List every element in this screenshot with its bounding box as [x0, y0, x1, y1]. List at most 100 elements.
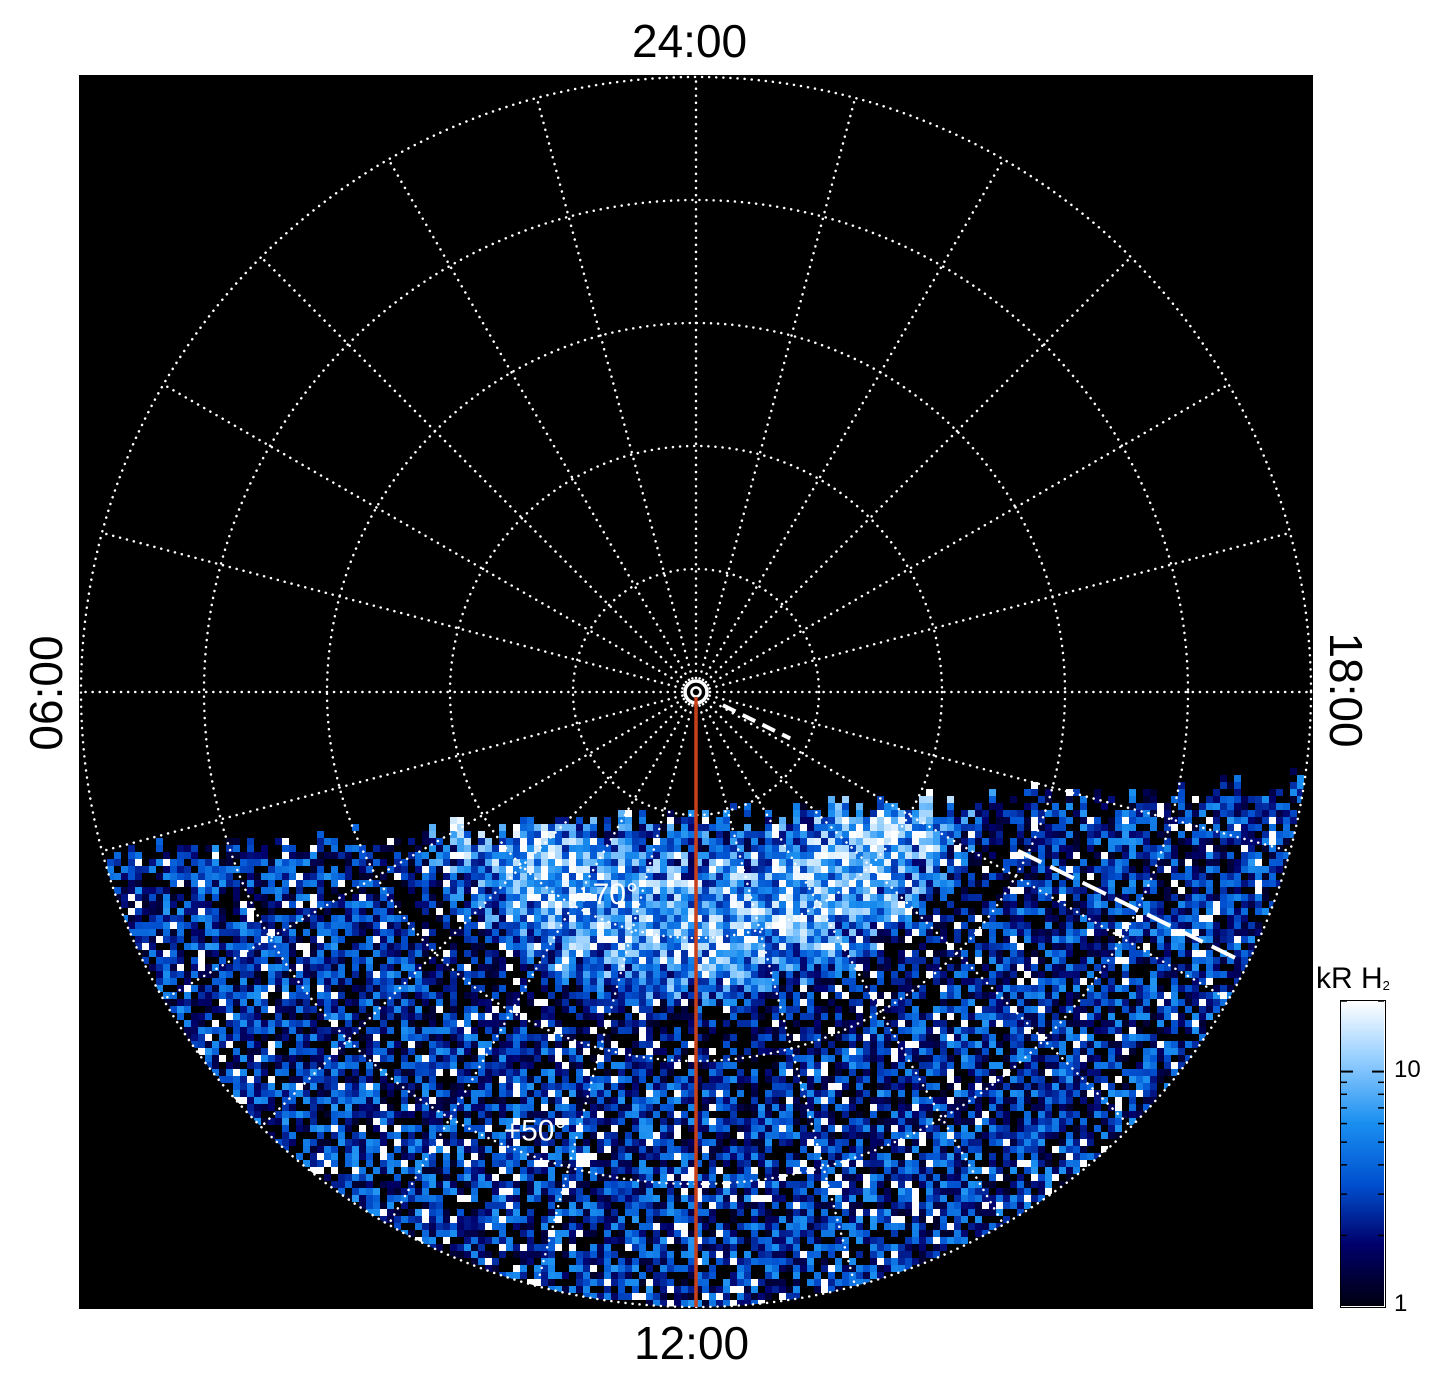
- heatmap-cell: [107, 859, 114, 866]
- heatmap-cell: [506, 1146, 513, 1153]
- heatmap-cell: [779, 1034, 786, 1041]
- heatmap-cell: [513, 1216, 520, 1223]
- heatmap-cell: [520, 936, 527, 943]
- heatmap-cell: [765, 852, 772, 859]
- heatmap-cell: [520, 922, 527, 929]
- heatmap-cell: [156, 978, 163, 985]
- heatmap-cell: [625, 824, 632, 831]
- heatmap-cell: [786, 950, 793, 957]
- heatmap-cell: [562, 908, 569, 915]
- heatmap-cell: [765, 873, 772, 880]
- heatmap-cell: [261, 1034, 268, 1041]
- heatmap-cell: [618, 873, 625, 880]
- heatmap-cell: [730, 1181, 737, 1188]
- heatmap-cell: [499, 1167, 506, 1174]
- heatmap-cell: [513, 1076, 520, 1083]
- heatmap-cell: [702, 1111, 709, 1118]
- heatmap-cell: [380, 1181, 387, 1188]
- heatmap-cell: [849, 957, 856, 964]
- heatmap-cell: [422, 1202, 429, 1209]
- heatmap-cell: [576, 824, 583, 831]
- heatmap-cell: [618, 1062, 625, 1069]
- heatmap-cell: [702, 978, 709, 985]
- heatmap-cell: [184, 1034, 191, 1041]
- heatmap-cell: [618, 1027, 625, 1034]
- heatmap-cell: [436, 1167, 443, 1174]
- heatmap-cell: [877, 1251, 884, 1258]
- heatmap-cell: [877, 915, 884, 922]
- heatmap-cell: [520, 866, 527, 873]
- heatmap-cell: [674, 859, 681, 866]
- heatmap-cell: [471, 1097, 478, 1104]
- heatmap-cell: [863, 894, 870, 901]
- heatmap-cell: [492, 1223, 499, 1230]
- heatmap-cell: [807, 950, 814, 957]
- heatmap-cell: [478, 1216, 485, 1223]
- heatmap-cell: [366, 936, 373, 943]
- heatmap-cell: [730, 1258, 737, 1265]
- heatmap-cell: [317, 845, 324, 852]
- heatmap-cell: [576, 950, 583, 957]
- heatmap-cell: [611, 1006, 618, 1013]
- heatmap-cell: [807, 1069, 814, 1076]
- heatmap-cell: [828, 887, 835, 894]
- heatmap-cell: [254, 1069, 261, 1076]
- heatmap-cell: [240, 1006, 247, 1013]
- heatmap-cell: [849, 1146, 856, 1153]
- heatmap-cell: [156, 971, 163, 978]
- heatmap-cell: [303, 999, 310, 1006]
- heatmap-cell: [555, 1146, 562, 1153]
- heatmap-cell: [268, 964, 275, 971]
- heatmap-cell: [520, 1251, 527, 1258]
- heatmap-cell: [254, 1055, 261, 1062]
- heatmap-cell: [303, 908, 310, 915]
- heatmap-cell: [730, 852, 737, 859]
- heatmap-cell: [856, 866, 863, 873]
- heatmap-cell: [877, 929, 884, 936]
- heatmap-cell: [492, 1069, 499, 1076]
- heatmap-cell: [296, 1090, 303, 1097]
- heatmap-cell: [884, 1258, 891, 1265]
- heatmap-cell: [562, 1048, 569, 1055]
- heatmap-cell: [632, 831, 639, 838]
- heatmap-cell: [450, 971, 457, 978]
- heatmap-cell: [205, 1034, 212, 1041]
- heatmap-cell: [611, 1146, 618, 1153]
- heatmap-cell: [254, 1083, 261, 1090]
- heatmap-cell: [408, 1034, 415, 1041]
- heatmap-cell: [471, 1251, 478, 1258]
- heatmap-cell: [828, 894, 835, 901]
- heatmap-cell: [135, 852, 142, 859]
- heatmap-cell: [569, 1181, 576, 1188]
- heatmap-cell: [394, 901, 401, 908]
- heatmap-cell: [618, 894, 625, 901]
- heatmap-cell: [653, 866, 660, 873]
- heatmap-cell: [835, 810, 842, 817]
- heatmap-cell: [737, 1272, 744, 1279]
- heatmap-cell: [163, 929, 170, 936]
- heatmap-cell: [695, 1202, 702, 1209]
- heatmap-cell: [765, 957, 772, 964]
- heatmap-cell: [492, 852, 499, 859]
- heatmap-cell: [772, 838, 779, 845]
- heatmap-cell: [667, 838, 674, 845]
- heatmap-cell: [527, 1237, 534, 1244]
- heatmap-cell: [219, 964, 226, 971]
- heatmap-cell: [828, 936, 835, 943]
- heatmap-cell: [541, 1034, 548, 1041]
- heatmap-cell: [730, 1048, 737, 1055]
- heatmap-cell: [688, 859, 695, 866]
- heatmap-cell: [191, 943, 198, 950]
- heatmap-cell: [471, 1104, 478, 1111]
- heatmap-cell: [737, 1258, 744, 1265]
- heatmap-cell: [569, 1237, 576, 1244]
- heatmap-cell: [744, 845, 751, 852]
- heatmap-cell: [681, 957, 688, 964]
- heatmap-cell: [751, 1286, 758, 1293]
- heatmap-cell: [492, 1181, 499, 1188]
- heatmap-cell: [618, 1237, 625, 1244]
- heatmap-cell: [317, 1104, 324, 1111]
- heatmap-cell: [205, 985, 212, 992]
- heatmap-cell: [135, 873, 142, 880]
- heatmap-cell: [695, 908, 702, 915]
